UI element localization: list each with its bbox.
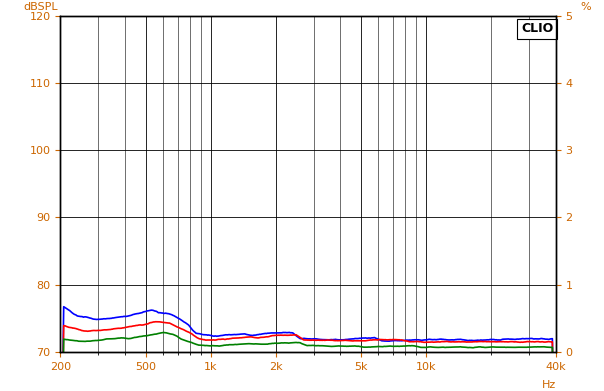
Text: dBSPL: dBSPL [23, 2, 58, 12]
Text: CLIO: CLIO [521, 22, 553, 35]
Text: Hz: Hz [541, 380, 556, 391]
Text: %: % [580, 2, 591, 12]
